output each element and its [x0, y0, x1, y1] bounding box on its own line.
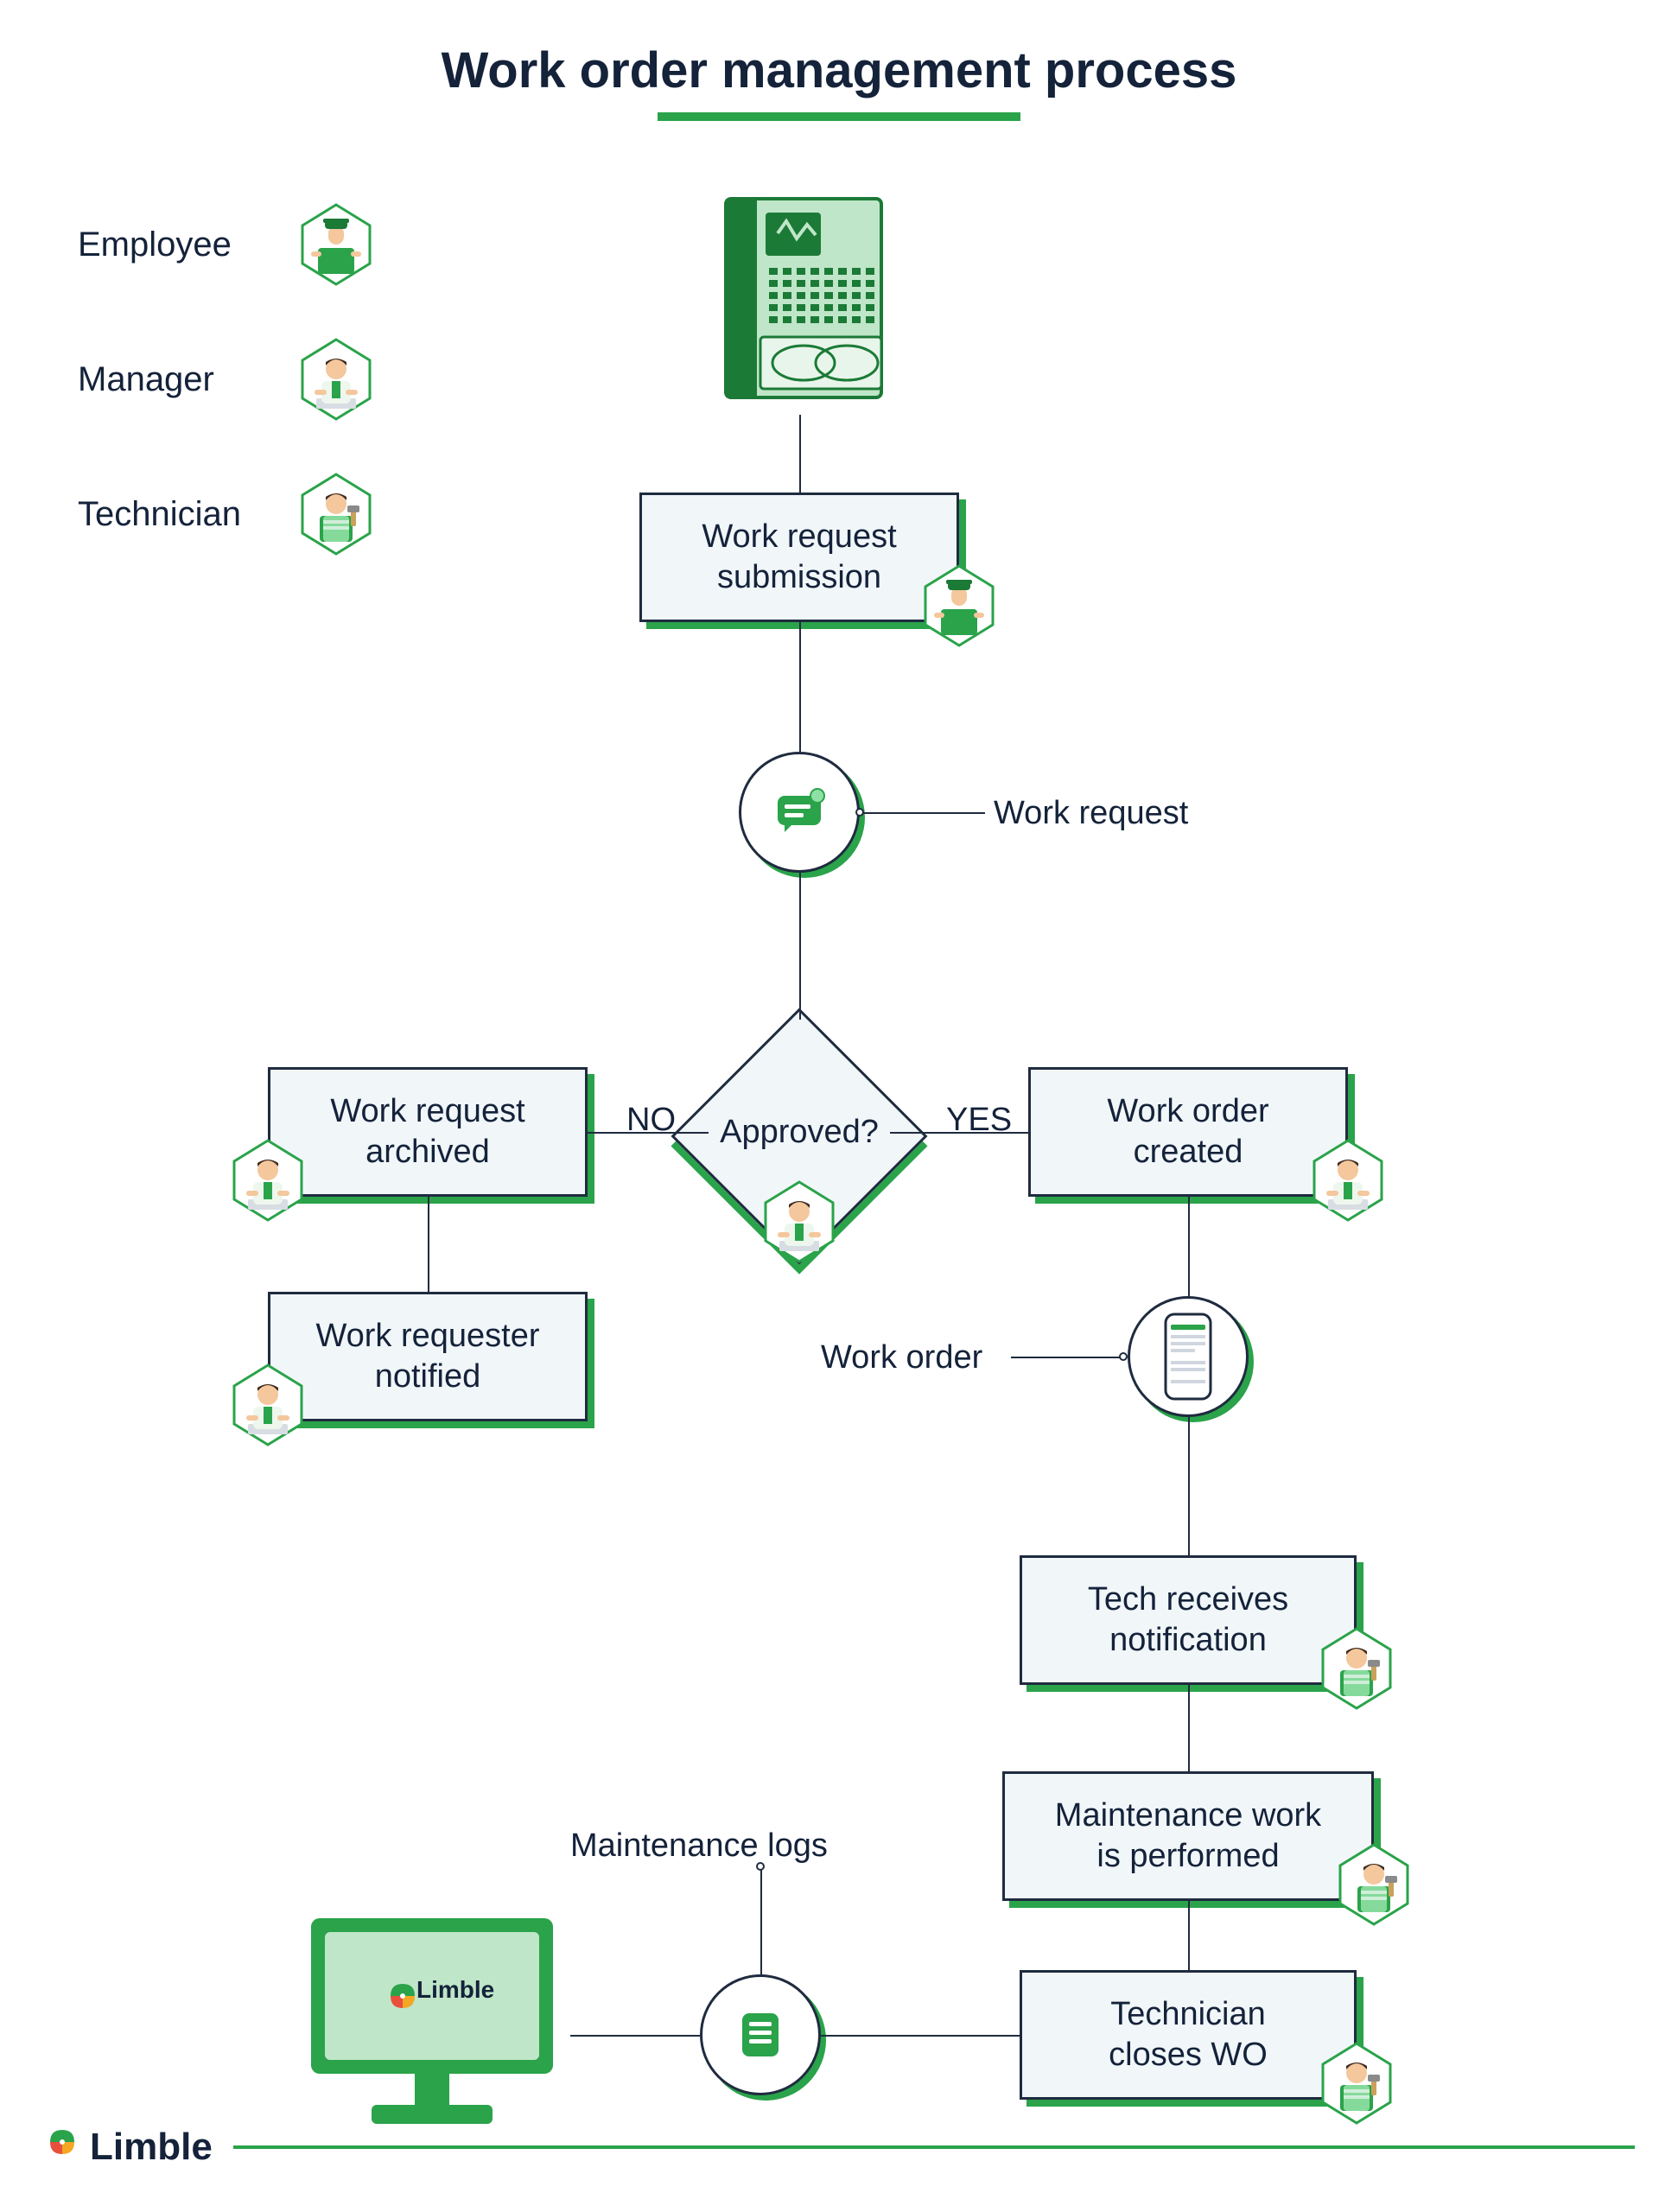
- connector: [799, 622, 801, 752]
- machine-illustration: [717, 190, 907, 415]
- node-label: Work requestarchived: [330, 1091, 524, 1173]
- technician-icon: [1319, 2042, 1394, 2125]
- node-work-order-icon: [1128, 1296, 1249, 1417]
- node-work-requester-notified: Work requesternotified: [268, 1292, 588, 1421]
- node-label: Work requestsubmission: [702, 517, 896, 599]
- employee-icon: [299, 203, 373, 286]
- brand-text: Limble: [90, 2126, 213, 2169]
- connector-dot: [756, 1862, 765, 1871]
- node-work-request-archived: Work requestarchived: [268, 1067, 588, 1197]
- node-maintenance-logs-icon: [700, 1974, 821, 2095]
- manager-icon: [231, 1139, 305, 1222]
- connector: [799, 873, 801, 1020]
- manager-icon: [299, 338, 373, 421]
- node-label: Work ordercreated: [1107, 1091, 1268, 1173]
- node-technician-closes-wo: Techniciancloses WO: [1020, 1970, 1357, 2100]
- technician-icon: [1337, 1843, 1411, 1926]
- legend-label: Employee: [78, 226, 276, 264]
- connector: [570, 2035, 700, 2037]
- connector: [1188, 1685, 1190, 1771]
- connector: [1188, 1901, 1190, 1970]
- node-tech-receives-notification: Tech receivesnotification: [1020, 1555, 1357, 1685]
- connector: [428, 1197, 429, 1292]
- legend-label: Technician: [78, 495, 276, 534]
- manager-icon: [1311, 1139, 1385, 1222]
- node-label: Maintenance workis performed: [1055, 1796, 1321, 1878]
- technician-icon: [1319, 1627, 1394, 1710]
- node-approved-decision: Approved?: [709, 1046, 890, 1227]
- node-work-request-icon: [739, 752, 860, 873]
- manager-icon: [762, 1180, 836, 1263]
- legend-label: Manager: [78, 360, 276, 399]
- footer: Limble: [43, 2123, 1635, 2171]
- page-title: Work order management process: [0, 41, 1678, 99]
- monitor-illustration: Limble: [294, 1901, 570, 2143]
- legend-row-employee: Employee: [78, 203, 373, 286]
- node-label: Techniciancloses WO: [1109, 1994, 1268, 2076]
- node-label: Tech receivesnotification: [1088, 1580, 1288, 1662]
- connector: [1188, 1417, 1190, 1555]
- connector: [821, 2035, 1020, 2037]
- manager-icon: [231, 1363, 305, 1446]
- svg-text:Limble: Limble: [416, 1976, 494, 2003]
- title-underline: [658, 112, 1020, 121]
- connector: [588, 1132, 709, 1134]
- connector: [890, 1132, 1028, 1134]
- technician-icon: [299, 473, 373, 556]
- node-work-order-created: Work ordercreated: [1028, 1067, 1348, 1197]
- footer-rule: [233, 2145, 1635, 2149]
- connector: [1188, 1197, 1190, 1296]
- legend-row-manager: Manager: [78, 338, 373, 421]
- connector-dot: [1119, 1352, 1128, 1361]
- label-maintenance-logs: Maintenance logs: [570, 1827, 828, 1865]
- label-work-order: Work order: [821, 1339, 982, 1376]
- connector: [1011, 1357, 1123, 1358]
- connector: [860, 812, 985, 814]
- node-label: Work requesternotified: [315, 1316, 539, 1398]
- node-label: Approved?: [720, 1114, 879, 1151]
- flowchart-canvas: Work order management process Employee M…: [0, 0, 1678, 2212]
- connector-dot: [855, 808, 864, 817]
- connector: [799, 415, 801, 493]
- node-work-request-submission: Work requestsubmission: [639, 493, 959, 622]
- logo-icon: [43, 2123, 81, 2171]
- node-maintenance-work-performed: Maintenance workis performed: [1002, 1771, 1374, 1901]
- connector: [760, 1866, 762, 1974]
- label-work-request: Work request: [994, 795, 1188, 832]
- limble-logo: Limble: [43, 2123, 213, 2171]
- legend-row-technician: Technician: [78, 473, 373, 556]
- legend: Employee Manager Technician: [78, 203, 373, 607]
- employee-icon: [922, 564, 996, 647]
